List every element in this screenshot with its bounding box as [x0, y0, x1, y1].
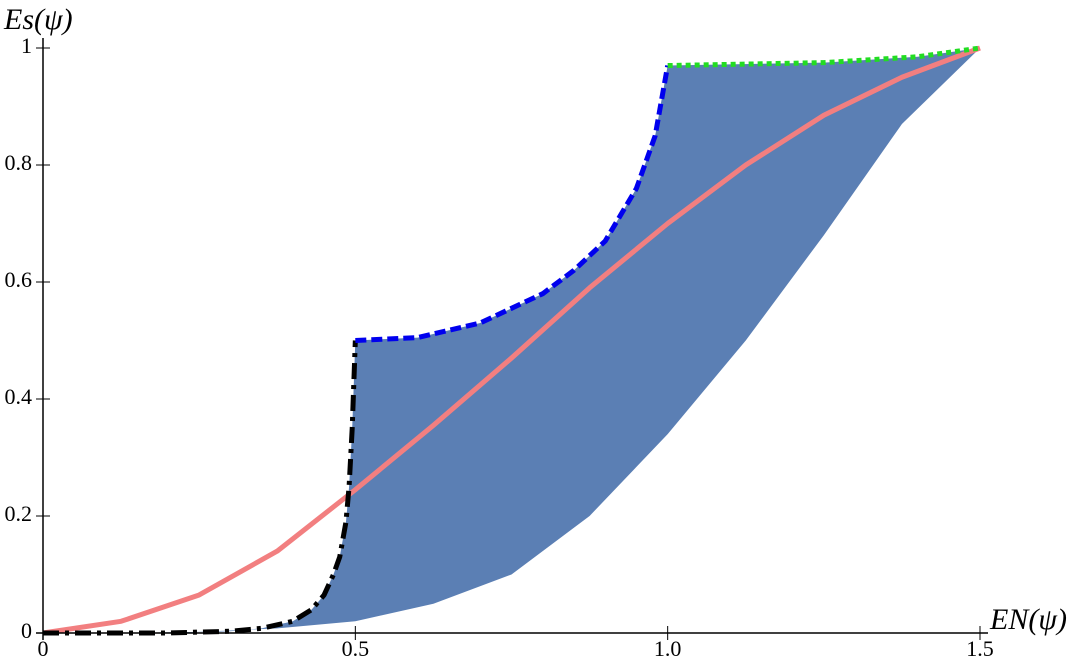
y-tick-label: 0.4 [5, 384, 33, 409]
feasible-region [43, 48, 980, 633]
curve [42, 45, 981, 636]
y-tick-label: 0.8 [5, 150, 33, 175]
curve [43, 340, 358, 636]
y-axis-label: Es(ψ) [3, 3, 73, 36]
x-axis-label: EN(ψ) [989, 603, 1067, 636]
y-tick-label: 0.6 [5, 267, 33, 292]
x-tick-label: 0 [38, 636, 49, 661]
y-tick-label: 0.2 [5, 501, 33, 526]
curve [355, 65, 671, 343]
y-tick-label: 0 [21, 618, 32, 643]
y-tick-label: 1 [21, 33, 32, 58]
curve [667, 45, 981, 69]
x-tick-label: 0.5 [342, 636, 370, 661]
x-tick-label: 1.5 [966, 636, 994, 661]
x-tick-label: 1.0 [654, 636, 682, 661]
